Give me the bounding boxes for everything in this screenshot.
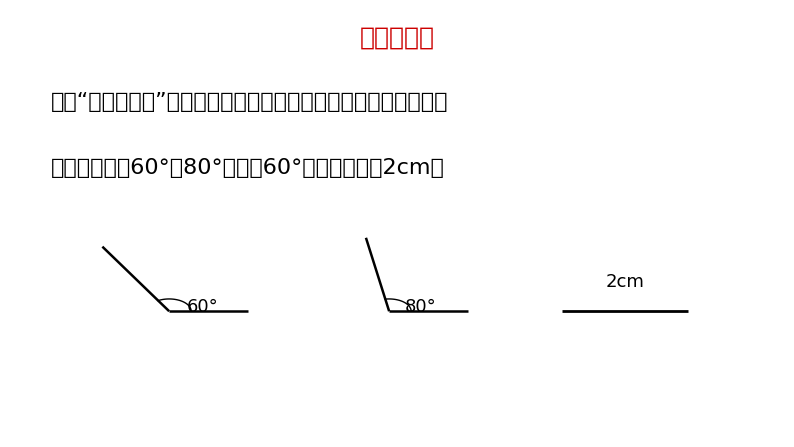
- Text: 个内角分别是60°和80°，其中60°角所对的边为2cm。: 个内角分别是60°和80°，其中60°角所对的边为2cm。: [52, 158, 445, 178]
- Text: 2cm: 2cm: [605, 274, 644, 291]
- Text: 如果“两角及一边”条件中的边是其中一角的对边，比如三角形的两: 如果“两角及一边”条件中的边是其中一角的对边，比如三角形的两: [52, 92, 449, 112]
- Text: 60°: 60°: [187, 299, 218, 316]
- Text: 【做一做】: 【做一做】: [360, 26, 434, 50]
- Text: 80°: 80°: [405, 299, 437, 316]
